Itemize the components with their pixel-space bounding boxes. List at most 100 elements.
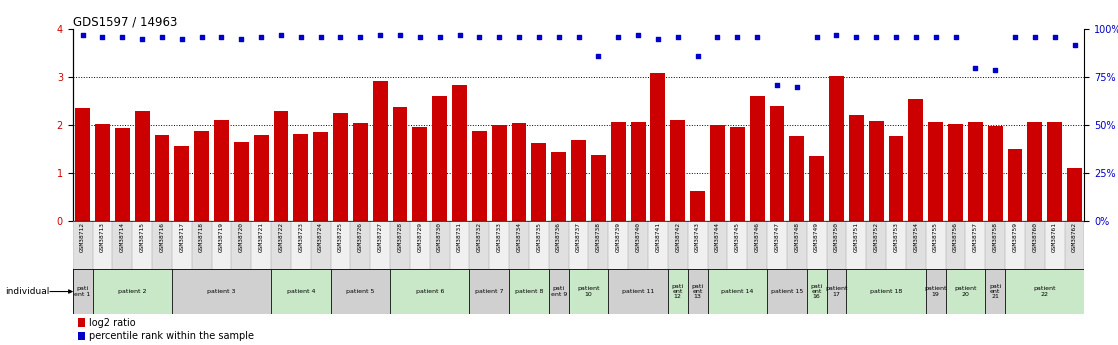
- Bar: [509, 269, 549, 314]
- Text: GSM38748: GSM38748: [794, 222, 799, 252]
- Bar: [710, 125, 724, 221]
- Bar: [608, 269, 667, 314]
- Text: GSM38729: GSM38729: [417, 222, 423, 252]
- Bar: [195, 131, 209, 221]
- Point: [510, 34, 528, 40]
- Point: [947, 34, 965, 40]
- Point: [609, 34, 627, 40]
- Bar: [254, 135, 268, 221]
- Text: GSM38715: GSM38715: [140, 222, 144, 252]
- Bar: [370, 221, 390, 269]
- Bar: [390, 221, 410, 269]
- Bar: [73, 221, 93, 269]
- Bar: [331, 221, 350, 269]
- Point: [530, 34, 548, 40]
- Bar: [588, 221, 608, 269]
- Text: GSM38722: GSM38722: [278, 222, 284, 252]
- Point: [847, 34, 865, 40]
- Bar: [887, 221, 906, 269]
- Bar: [492, 125, 506, 221]
- Text: GSM38742: GSM38742: [675, 222, 680, 252]
- Bar: [690, 191, 705, 221]
- Text: log2 ratio: log2 ratio: [89, 318, 136, 328]
- Text: GSM38713: GSM38713: [100, 222, 105, 252]
- Bar: [452, 85, 467, 221]
- Text: patient
10: patient 10: [577, 286, 599, 297]
- Bar: [610, 122, 626, 221]
- Text: patient 5: patient 5: [347, 289, 375, 294]
- Bar: [172, 221, 191, 269]
- Point: [332, 34, 350, 40]
- Point: [212, 34, 230, 40]
- Bar: [846, 269, 926, 314]
- Text: GSM38745: GSM38745: [735, 222, 740, 252]
- Point: [153, 34, 171, 40]
- Bar: [667, 269, 688, 314]
- Bar: [849, 116, 864, 221]
- Point: [648, 36, 666, 42]
- Point: [233, 36, 250, 42]
- Bar: [172, 269, 271, 314]
- Point: [570, 34, 588, 40]
- Point: [192, 34, 210, 40]
- Text: GSM38738: GSM38738: [596, 222, 600, 252]
- Point: [173, 36, 191, 42]
- Text: GSM38758: GSM38758: [993, 222, 997, 252]
- Bar: [531, 143, 547, 221]
- Point: [1026, 34, 1044, 40]
- Bar: [472, 131, 486, 221]
- Text: GSM38750: GSM38750: [834, 222, 838, 252]
- Point: [986, 67, 1004, 72]
- Bar: [78, 332, 85, 340]
- Point: [709, 34, 727, 40]
- Text: GSM38762: GSM38762: [1072, 222, 1077, 252]
- Point: [1045, 34, 1063, 40]
- Bar: [211, 221, 231, 269]
- Bar: [1048, 122, 1062, 221]
- Text: GSM38747: GSM38747: [775, 222, 779, 252]
- Bar: [628, 221, 648, 269]
- Point: [768, 82, 786, 88]
- Bar: [807, 221, 826, 269]
- Bar: [928, 122, 944, 221]
- Bar: [966, 221, 985, 269]
- Bar: [946, 221, 966, 269]
- Point: [887, 34, 904, 40]
- Text: patient 14: patient 14: [721, 289, 754, 294]
- Text: GSM38761: GSM38761: [1052, 222, 1058, 252]
- Text: GSM38749: GSM38749: [814, 222, 819, 252]
- Bar: [869, 121, 883, 221]
- Text: GSM38744: GSM38744: [714, 222, 720, 252]
- Text: GSM38737: GSM38737: [576, 222, 581, 252]
- Point: [391, 32, 409, 38]
- Bar: [529, 221, 549, 269]
- Bar: [78, 318, 85, 327]
- Bar: [191, 221, 211, 269]
- Text: GSM38751: GSM38751: [854, 222, 859, 252]
- Bar: [809, 156, 824, 221]
- Bar: [906, 221, 926, 269]
- Point: [451, 32, 468, 38]
- Bar: [985, 221, 1005, 269]
- Point: [491, 34, 509, 40]
- Text: GSM38727: GSM38727: [378, 222, 382, 252]
- Text: patient
17: patient 17: [825, 286, 847, 297]
- Bar: [1005, 221, 1025, 269]
- Bar: [747, 221, 767, 269]
- Point: [788, 84, 806, 90]
- Point: [550, 34, 568, 40]
- Text: GSM38714: GSM38714: [120, 222, 125, 252]
- Text: patient 3: patient 3: [207, 289, 236, 294]
- Bar: [789, 136, 804, 221]
- Bar: [826, 221, 846, 269]
- Text: GSM38716: GSM38716: [160, 222, 164, 252]
- Bar: [948, 124, 963, 221]
- Bar: [214, 120, 229, 221]
- Text: GSM38757: GSM38757: [973, 222, 978, 252]
- Bar: [93, 221, 112, 269]
- Text: GSM38733: GSM38733: [496, 222, 502, 252]
- Bar: [807, 269, 826, 314]
- Bar: [688, 221, 708, 269]
- Text: GSM38712: GSM38712: [80, 222, 85, 252]
- Bar: [549, 221, 569, 269]
